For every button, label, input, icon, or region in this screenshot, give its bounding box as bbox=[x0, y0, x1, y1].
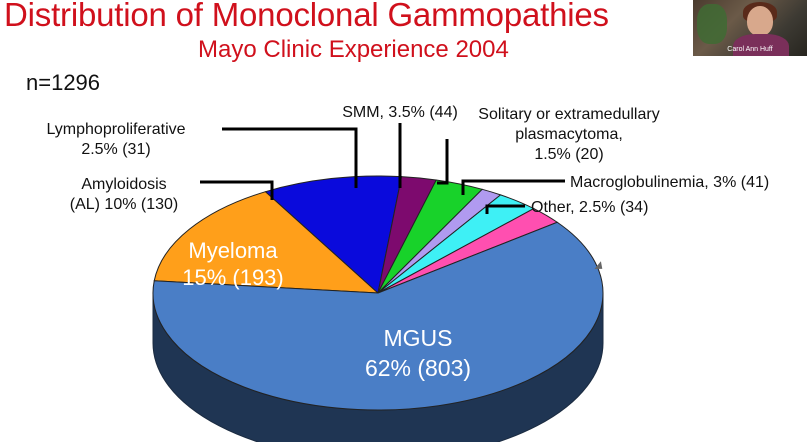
pie-top bbox=[152, 175, 604, 411]
leader-line-macroglobulinemia bbox=[461, 179, 565, 195]
leader-line-plasmacytoma bbox=[437, 139, 449, 185]
participant-video-tile[interactable]: Carol Ann Huff bbox=[693, 0, 807, 56]
leader-line-lymphoproliferative bbox=[222, 127, 358, 188]
participant-body bbox=[733, 34, 789, 56]
label-myeloma: Myeloma 15% (193) bbox=[182, 238, 284, 290]
label-lymphoproliferative: Lymphoproliferative 2.5% (31) bbox=[46, 121, 185, 158]
leader-line-amyloidosis bbox=[200, 180, 274, 200]
label-other: Other, 2.5% (34) bbox=[531, 199, 648, 216]
label-plasmacytoma: Solitary or extramedullary plasmacytoma, 1… bbox=[478, 106, 659, 163]
participant-name-label: Carol Ann Huff bbox=[727, 46, 773, 53]
slide-title: Distribution of Monoclonal Gammopathies bbox=[4, 0, 609, 33]
participant-face bbox=[747, 6, 773, 36]
slice-myeloma bbox=[153, 191, 380, 294]
label-macroglobulinemia: Macroglobulinemia, 3% (41) bbox=[570, 174, 769, 191]
leader-lines bbox=[200, 123, 565, 214]
slice-mgus bbox=[152, 221, 604, 411]
background-plant bbox=[697, 4, 727, 44]
label-amyloidosis: Amyloidosis (AL) 10% (130) bbox=[70, 176, 179, 213]
label-mgus: MGUS 62% (803) bbox=[365, 325, 471, 381]
slice-labels: Myeloma 15% (193)Amyloidosis (AL) 10% (130… bbox=[46, 104, 769, 381]
slide-subtitle: Mayo Clinic Experience 2004 bbox=[198, 36, 509, 63]
leader-line-other bbox=[485, 204, 525, 214]
label-smm: SMM, 3.5% (44) bbox=[342, 104, 458, 121]
sample-size-label: n=1296 bbox=[26, 70, 101, 95]
